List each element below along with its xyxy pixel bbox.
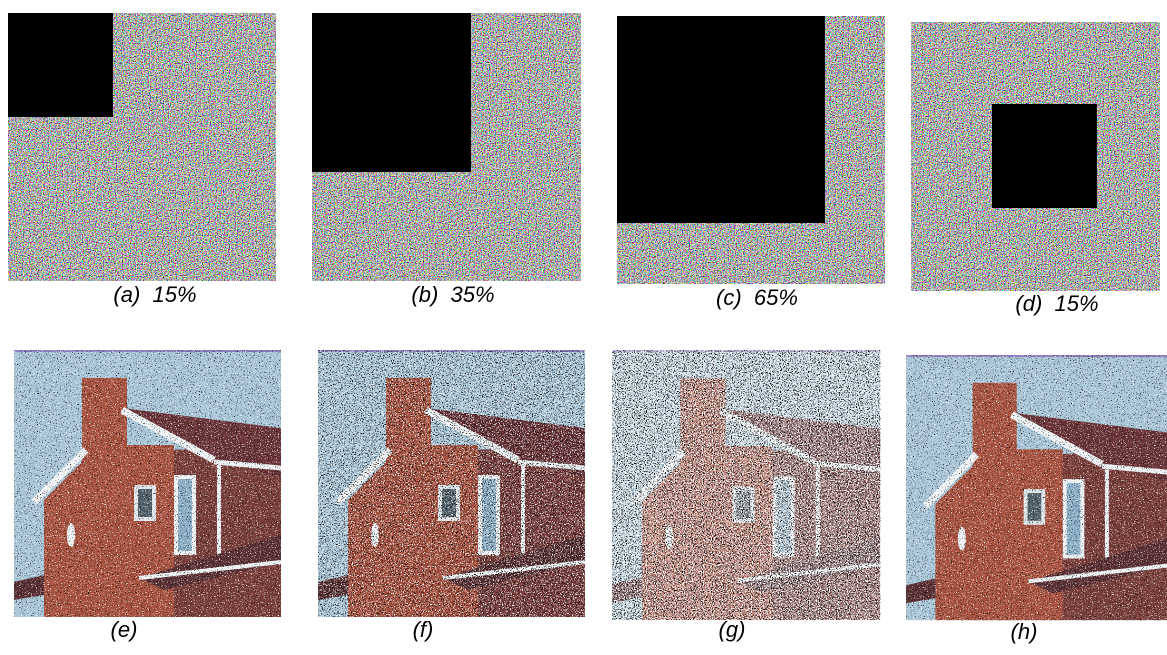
panel-b xyxy=(312,13,581,281)
figure: (a) 15% (b) 35% (c) 65% (d) 15% (e) (f) … xyxy=(0,0,1167,650)
caption: (b) 35% xyxy=(411,282,494,307)
panel-c xyxy=(617,16,885,284)
panel-d xyxy=(911,22,1160,291)
caption: (d) 15% xyxy=(1015,291,1098,316)
caption: (a) 15% xyxy=(113,282,196,307)
panel-f xyxy=(318,350,585,617)
panel-a xyxy=(8,13,276,281)
panel-h xyxy=(906,355,1167,620)
caption: (h) xyxy=(1011,619,1038,644)
panel-g xyxy=(612,350,880,620)
caption: (c) 65% xyxy=(716,285,798,310)
caption: (e) xyxy=(111,617,138,642)
caption: (g) xyxy=(719,617,746,642)
panel-e xyxy=(14,350,281,617)
page: (a) 15% (b) 35% (c) 65% (d) 15% (e) (f) … xyxy=(0,0,1167,650)
caption: (f) xyxy=(413,617,434,642)
